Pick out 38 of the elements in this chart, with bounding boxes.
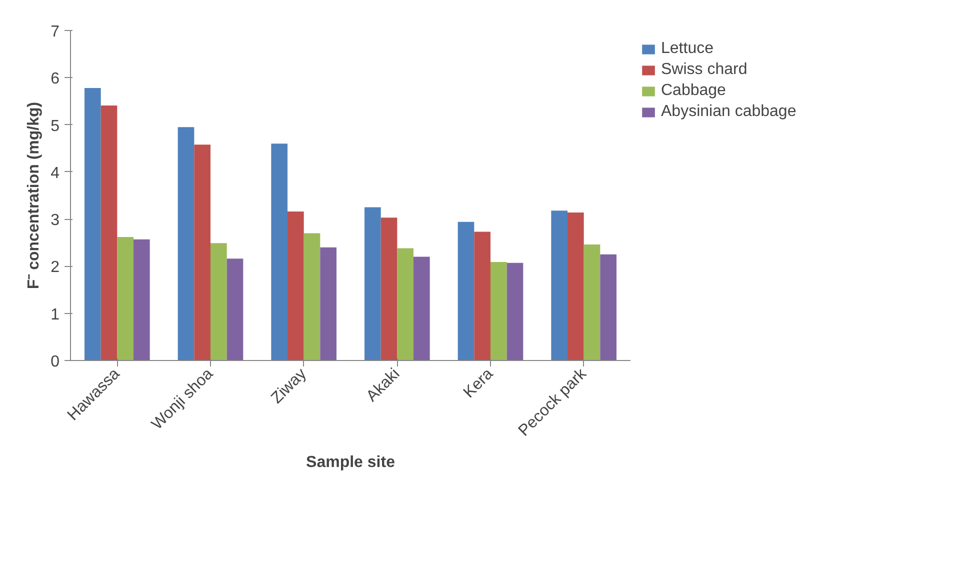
legend-label: Abysinian cabbage [661, 103, 796, 121]
bar [600, 254, 616, 360]
bar [380, 218, 398, 360]
bar [506, 262, 524, 360]
y-tick-label: 5 [50, 118, 60, 135]
bar [397, 248, 414, 360]
y-tick-label: 3 [50, 212, 60, 230]
y-tick-label: 6 [50, 70, 60, 88]
bar [226, 258, 244, 360]
y-tick-label: 1 [50, 306, 60, 324]
bar [364, 207, 381, 360]
legend-label: Swiss chard [661, 61, 748, 79]
y-tick-label: 4 [50, 164, 60, 182]
bar [194, 144, 210, 360]
bar [320, 247, 336, 360]
y-tick-label: 0 [50, 354, 60, 370]
bar [551, 210, 568, 360]
y-tick-label: 7 [50, 24, 60, 40]
bar [134, 239, 150, 360]
bar [474, 232, 490, 360]
bar [178, 127, 194, 360]
y-tick-label: 2 [50, 259, 60, 276]
bar [100, 105, 118, 360]
bar [304, 233, 320, 360]
bar [584, 244, 600, 360]
bar [210, 243, 227, 360]
bar [271, 144, 288, 360]
legend-label: Cabbage [661, 82, 726, 100]
bar [288, 212, 304, 360]
bar [568, 212, 584, 360]
bar [414, 256, 430, 360]
bar [84, 88, 101, 360]
x-axis-title: Sample site [306, 454, 396, 471]
bar [117, 236, 134, 360]
bar [458, 222, 474, 360]
y-axis-title: F⁻ concentration (mg/kg) [26, 102, 43, 290]
legend-label: Lettuce [661, 40, 714, 58]
bar [490, 262, 507, 360]
